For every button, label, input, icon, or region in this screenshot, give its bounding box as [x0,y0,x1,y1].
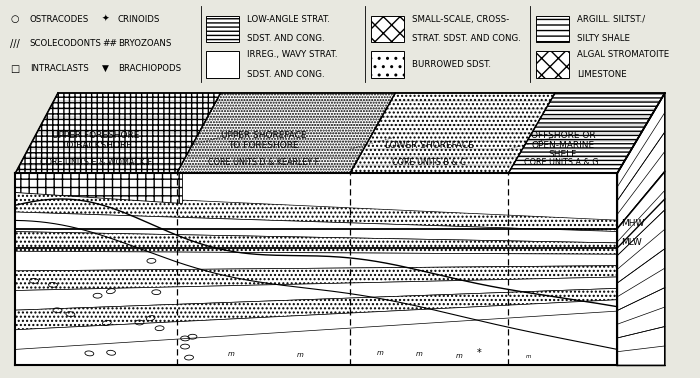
Text: MLW: MLW [622,238,642,247]
Text: SCOLECODONTS: SCOLECODONTS [30,39,101,48]
Text: BRYOZOANS: BRYOZOANS [118,39,172,48]
Text: SHELF: SHELF [549,150,577,159]
Polygon shape [350,93,555,173]
Text: m: m [416,351,423,357]
Polygon shape [15,288,617,330]
Polygon shape [15,192,617,231]
Polygon shape [15,303,617,346]
Polygon shape [15,266,617,291]
Text: ALGAL STROMATOITE: ALGAL STROMATOITE [578,50,670,59]
Text: OSTRACODES: OSTRACODES [30,15,89,24]
Text: TO BACKSHORE: TO BACKSHORE [61,141,132,150]
Polygon shape [15,300,617,349]
Bar [371,51,404,77]
Text: CORE UNITS B & C: CORE UNITS B & C [392,158,466,167]
Text: m: m [526,355,531,359]
Text: STRAT. SDST. AND CONG.: STRAT. SDST. AND CONG. [412,34,522,43]
Polygon shape [15,277,617,310]
Bar [206,16,239,42]
Polygon shape [176,93,396,173]
Text: LOWER SHOREFACE: LOWER SHOREFACE [385,141,474,150]
Text: SMALL-SCALE, CROSS-: SMALL-SCALE, CROSS- [412,15,510,24]
Text: CRINOIDS: CRINOIDS [118,15,160,24]
Bar [371,16,404,42]
Bar [15,173,617,366]
Text: CORE UNITS A & G.: CORE UNITS A & G. [524,158,601,167]
Polygon shape [15,173,617,233]
Bar [536,51,569,77]
Text: INTRACLASTS: INTRACLASTS [30,64,89,73]
Polygon shape [176,93,396,173]
Text: OFFSHORE OR: OFFSHORE OR [531,131,595,140]
Text: ##: ## [102,39,117,48]
Text: □: □ [10,64,20,74]
Polygon shape [15,232,617,254]
Polygon shape [15,269,617,288]
Text: SILTY SHALE: SILTY SHALE [578,34,630,43]
Text: SDST. AND CONG.: SDST. AND CONG. [247,70,325,79]
Text: IRREG., WAVY STRAT.: IRREG., WAVY STRAT. [247,50,338,59]
Text: CORE UNITS D & KEARLEY F: CORE UNITS D & KEARLEY F [208,158,319,167]
Text: CORE UNITS E & WOMACK F: CORE UNITS E & WOMACK F [40,158,152,167]
Text: UPPER SHOREFACE: UPPER SHOREFACE [220,131,306,140]
Text: ARGILL. SILTST./: ARGILL. SILTST./ [578,15,645,24]
Polygon shape [15,231,617,263]
Polygon shape [15,212,617,253]
Text: SDST. AND CONG.: SDST. AND CONG. [247,34,325,43]
Text: *: * [476,348,481,358]
Text: OPEN-MARINE: OPEN-MARINE [531,141,594,150]
Polygon shape [15,313,617,366]
Text: LOW-ANGLE STRAT.: LOW-ANGLE STRAT. [247,15,330,24]
Bar [536,16,569,42]
Text: ✦: ✦ [102,15,109,24]
Text: ▼: ▼ [102,64,108,73]
Text: m: m [456,353,462,359]
Polygon shape [15,250,617,273]
Text: m: m [377,350,383,356]
Polygon shape [15,93,220,173]
Text: LIMESTONE: LIMESTONE [578,70,627,79]
Polygon shape [15,251,617,271]
Polygon shape [15,293,617,327]
Polygon shape [15,212,617,243]
Polygon shape [508,93,665,173]
Polygon shape [15,283,617,308]
Polygon shape [350,93,555,173]
Text: ○: ○ [10,14,19,24]
Text: BRACHIOPODS: BRACHIOPODS [118,64,181,73]
Bar [206,51,239,77]
Text: m: m [228,351,234,357]
Text: BURROWED SDST.: BURROWED SDST. [412,60,491,69]
Polygon shape [15,173,182,203]
Polygon shape [508,93,665,173]
Text: ///: /// [10,39,20,49]
Text: MHW: MHW [622,218,645,228]
Text: m: m [297,352,304,358]
Polygon shape [617,93,665,366]
Text: TO FORESHORE: TO FORESHORE [228,141,299,150]
Text: UPPER FORESHORE: UPPER FORESHORE [52,131,140,140]
Bar [15,173,617,366]
Polygon shape [15,93,220,173]
Polygon shape [15,192,617,243]
